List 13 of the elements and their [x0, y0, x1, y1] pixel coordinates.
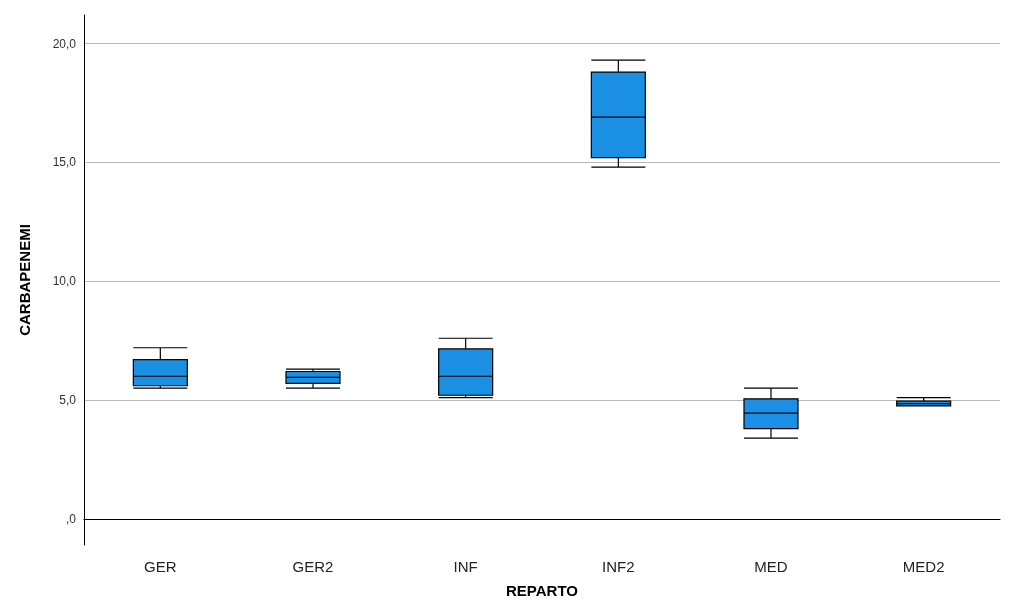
x-axis-title: REPARTO	[506, 582, 579, 599]
y-tick-label: 5,0	[59, 393, 77, 408]
y-axis-title: CARBAPENEMI	[16, 224, 33, 336]
y-tick-label: 20,0	[52, 36, 77, 51]
y-tick-label: ,0	[65, 511, 77, 526]
x-tick-label: MED2	[902, 558, 945, 575]
x-tick-label: INF	[453, 558, 478, 575]
y-tick-label: 10,0	[52, 274, 77, 289]
y-tick-label: 15,0	[52, 155, 77, 170]
x-tick-label: GER2	[292, 558, 334, 575]
x-tick-label: GER	[144, 558, 177, 575]
x-tick-label: MED	[754, 558, 788, 575]
x-tick-label: INF2	[602, 558, 635, 575]
